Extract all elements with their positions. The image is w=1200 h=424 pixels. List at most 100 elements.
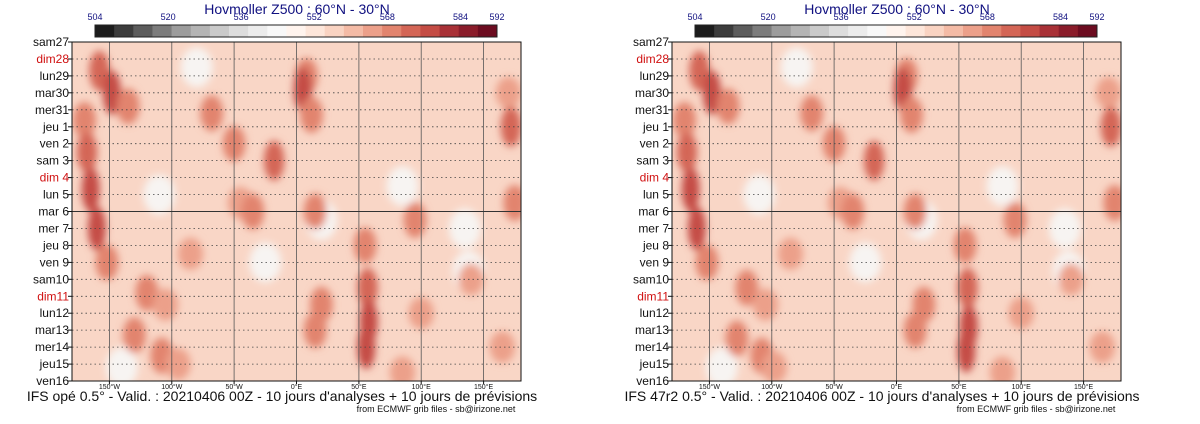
x-tick-label: 0°E (291, 383, 303, 391)
color-scale-cell (1039, 25, 1060, 37)
high-anomaly (673, 102, 696, 138)
high-anomaly (1103, 185, 1121, 221)
color-scale-cell (95, 25, 115, 37)
low-anomaly (143, 174, 176, 215)
color-scale-cell (229, 25, 249, 37)
color-scale-cell (809, 25, 830, 37)
high-anomaly (300, 96, 323, 133)
color-scale-cell (363, 25, 383, 37)
color-scale-cell (733, 25, 753, 37)
color-scale-tick-label: 504 (87, 12, 102, 22)
color-scale-cell (886, 25, 906, 37)
color-scale-tick-label: 536 (834, 12, 849, 22)
color-scale-cell (458, 25, 479, 37)
color-scale-cell (695, 25, 715, 37)
y-tick-label: lun12 (40, 306, 70, 320)
y-tick-label: mer31 (35, 103, 69, 117)
y-tick-label: sam 3 (36, 154, 69, 168)
high-anomaly (900, 96, 923, 133)
y-tick-label: sam10 (33, 272, 69, 286)
y-tick-label: lun 5 (643, 188, 669, 202)
y-tick-label: dim11 (637, 289, 669, 303)
color-scale-cell (982, 25, 1002, 37)
y-tick-label: lun29 (40, 69, 70, 83)
y-tick-label: jeu 1 (42, 120, 69, 134)
color-scale-bar (695, 25, 1098, 37)
color-scale-cell (714, 25, 734, 37)
high-anomaly (1003, 202, 1027, 238)
color-scale-cell (267, 25, 287, 37)
color-scale-cell (829, 25, 849, 37)
hovmoller-chart-right: Hovmoller Z500 : 60°N - 30°N 504 520 536 552… (624, 1, 1139, 414)
low-anomaly (180, 47, 213, 88)
y-tick-label: jeu15 (639, 357, 670, 371)
low-anomaly (849, 242, 882, 283)
color-scale-cell (133, 25, 153, 37)
x-tick-label: 100°E (412, 383, 431, 391)
x-tick-label: 100°W (761, 383, 782, 391)
high-anomaly (687, 206, 706, 251)
high-anomaly (495, 76, 521, 109)
high-anomaly (681, 167, 700, 212)
color-scale-tick-label: 520 (161, 12, 176, 22)
color-scale-cell (867, 25, 887, 37)
x-tick-label: 150°W (99, 383, 120, 391)
high-anomaly (695, 244, 719, 281)
high-anomaly (503, 185, 521, 221)
high-anomaly (735, 269, 759, 306)
high-anomaly (957, 328, 976, 373)
high-anomaly (761, 351, 787, 381)
data-credit: from ECMWF grib files - sb@irizone.net (957, 404, 1116, 414)
y-tick-label: jeu15 (39, 357, 70, 371)
y-tick-label: lun29 (640, 69, 670, 83)
color-scale-tick-label: 584 (453, 12, 468, 22)
high-anomaly (403, 202, 427, 238)
color-scale-cell (1058, 25, 1079, 37)
y-tick-label: dim 4 (640, 171, 670, 185)
y-tick-label: sam 3 (636, 154, 669, 168)
high-anomaly (73, 102, 96, 138)
high-anomaly (76, 132, 98, 173)
high-anomaly (957, 267, 978, 308)
chart-title: Hovmoller Z500 : 60°N - 30°N (204, 1, 390, 17)
y-tick-label: ven 2 (640, 137, 670, 151)
color-scale-cell (190, 25, 211, 37)
y-tick-label: mar 6 (638, 205, 669, 219)
color-scale-cell (790, 25, 811, 37)
low-anomaly (986, 166, 1019, 207)
y-tick-label: lun12 (640, 306, 670, 320)
color-scale-cell (477, 25, 498, 37)
color-scale-tick-label: 520 (761, 12, 776, 22)
high-anomaly (357, 325, 376, 370)
color-scale-cell (209, 25, 230, 37)
color-scale-cell (963, 25, 983, 37)
high-anomaly (152, 288, 179, 321)
high-anomaly (989, 356, 1016, 381)
color-scale-frame (694, 24, 1098, 38)
high-anomaly (81, 167, 100, 212)
color-scale-cell (439, 25, 460, 37)
color-scale-cell (924, 25, 945, 37)
y-tick-label: mar30 (35, 86, 69, 100)
x-tick-label: 100°E (1012, 383, 1031, 391)
color-scale-frame (94, 24, 498, 38)
model-caption: IFS opé 0.5° - Valid. : 20210406 00Z - 1… (27, 388, 537, 404)
color-scale-cell (152, 25, 172, 37)
high-anomaly (725, 320, 749, 357)
hovmoller-field (672, 42, 1121, 381)
y-tick-label: dim 4 (40, 171, 70, 185)
y-tick-label: ven 2 (40, 137, 70, 151)
day-gridlines (672, 58, 1121, 365)
high-anomaly (310, 286, 333, 323)
x-tick-label: 150°W (699, 383, 720, 391)
y-tick-label: jeu 1 (642, 120, 669, 134)
x-tick-label: 0°E (891, 383, 903, 391)
y-tick-label: mer14 (35, 340, 69, 354)
low-anomaly (743, 174, 776, 215)
y-tick-label: mer 7 (638, 222, 669, 236)
high-anomaly (716, 88, 740, 125)
chart-title: Hovmoller Z500 : 60°N - 30°N (804, 1, 990, 17)
y-tick-label: jeu 8 (42, 238, 69, 252)
color-scale-cell (171, 25, 192, 37)
high-anomaly (95, 244, 119, 281)
